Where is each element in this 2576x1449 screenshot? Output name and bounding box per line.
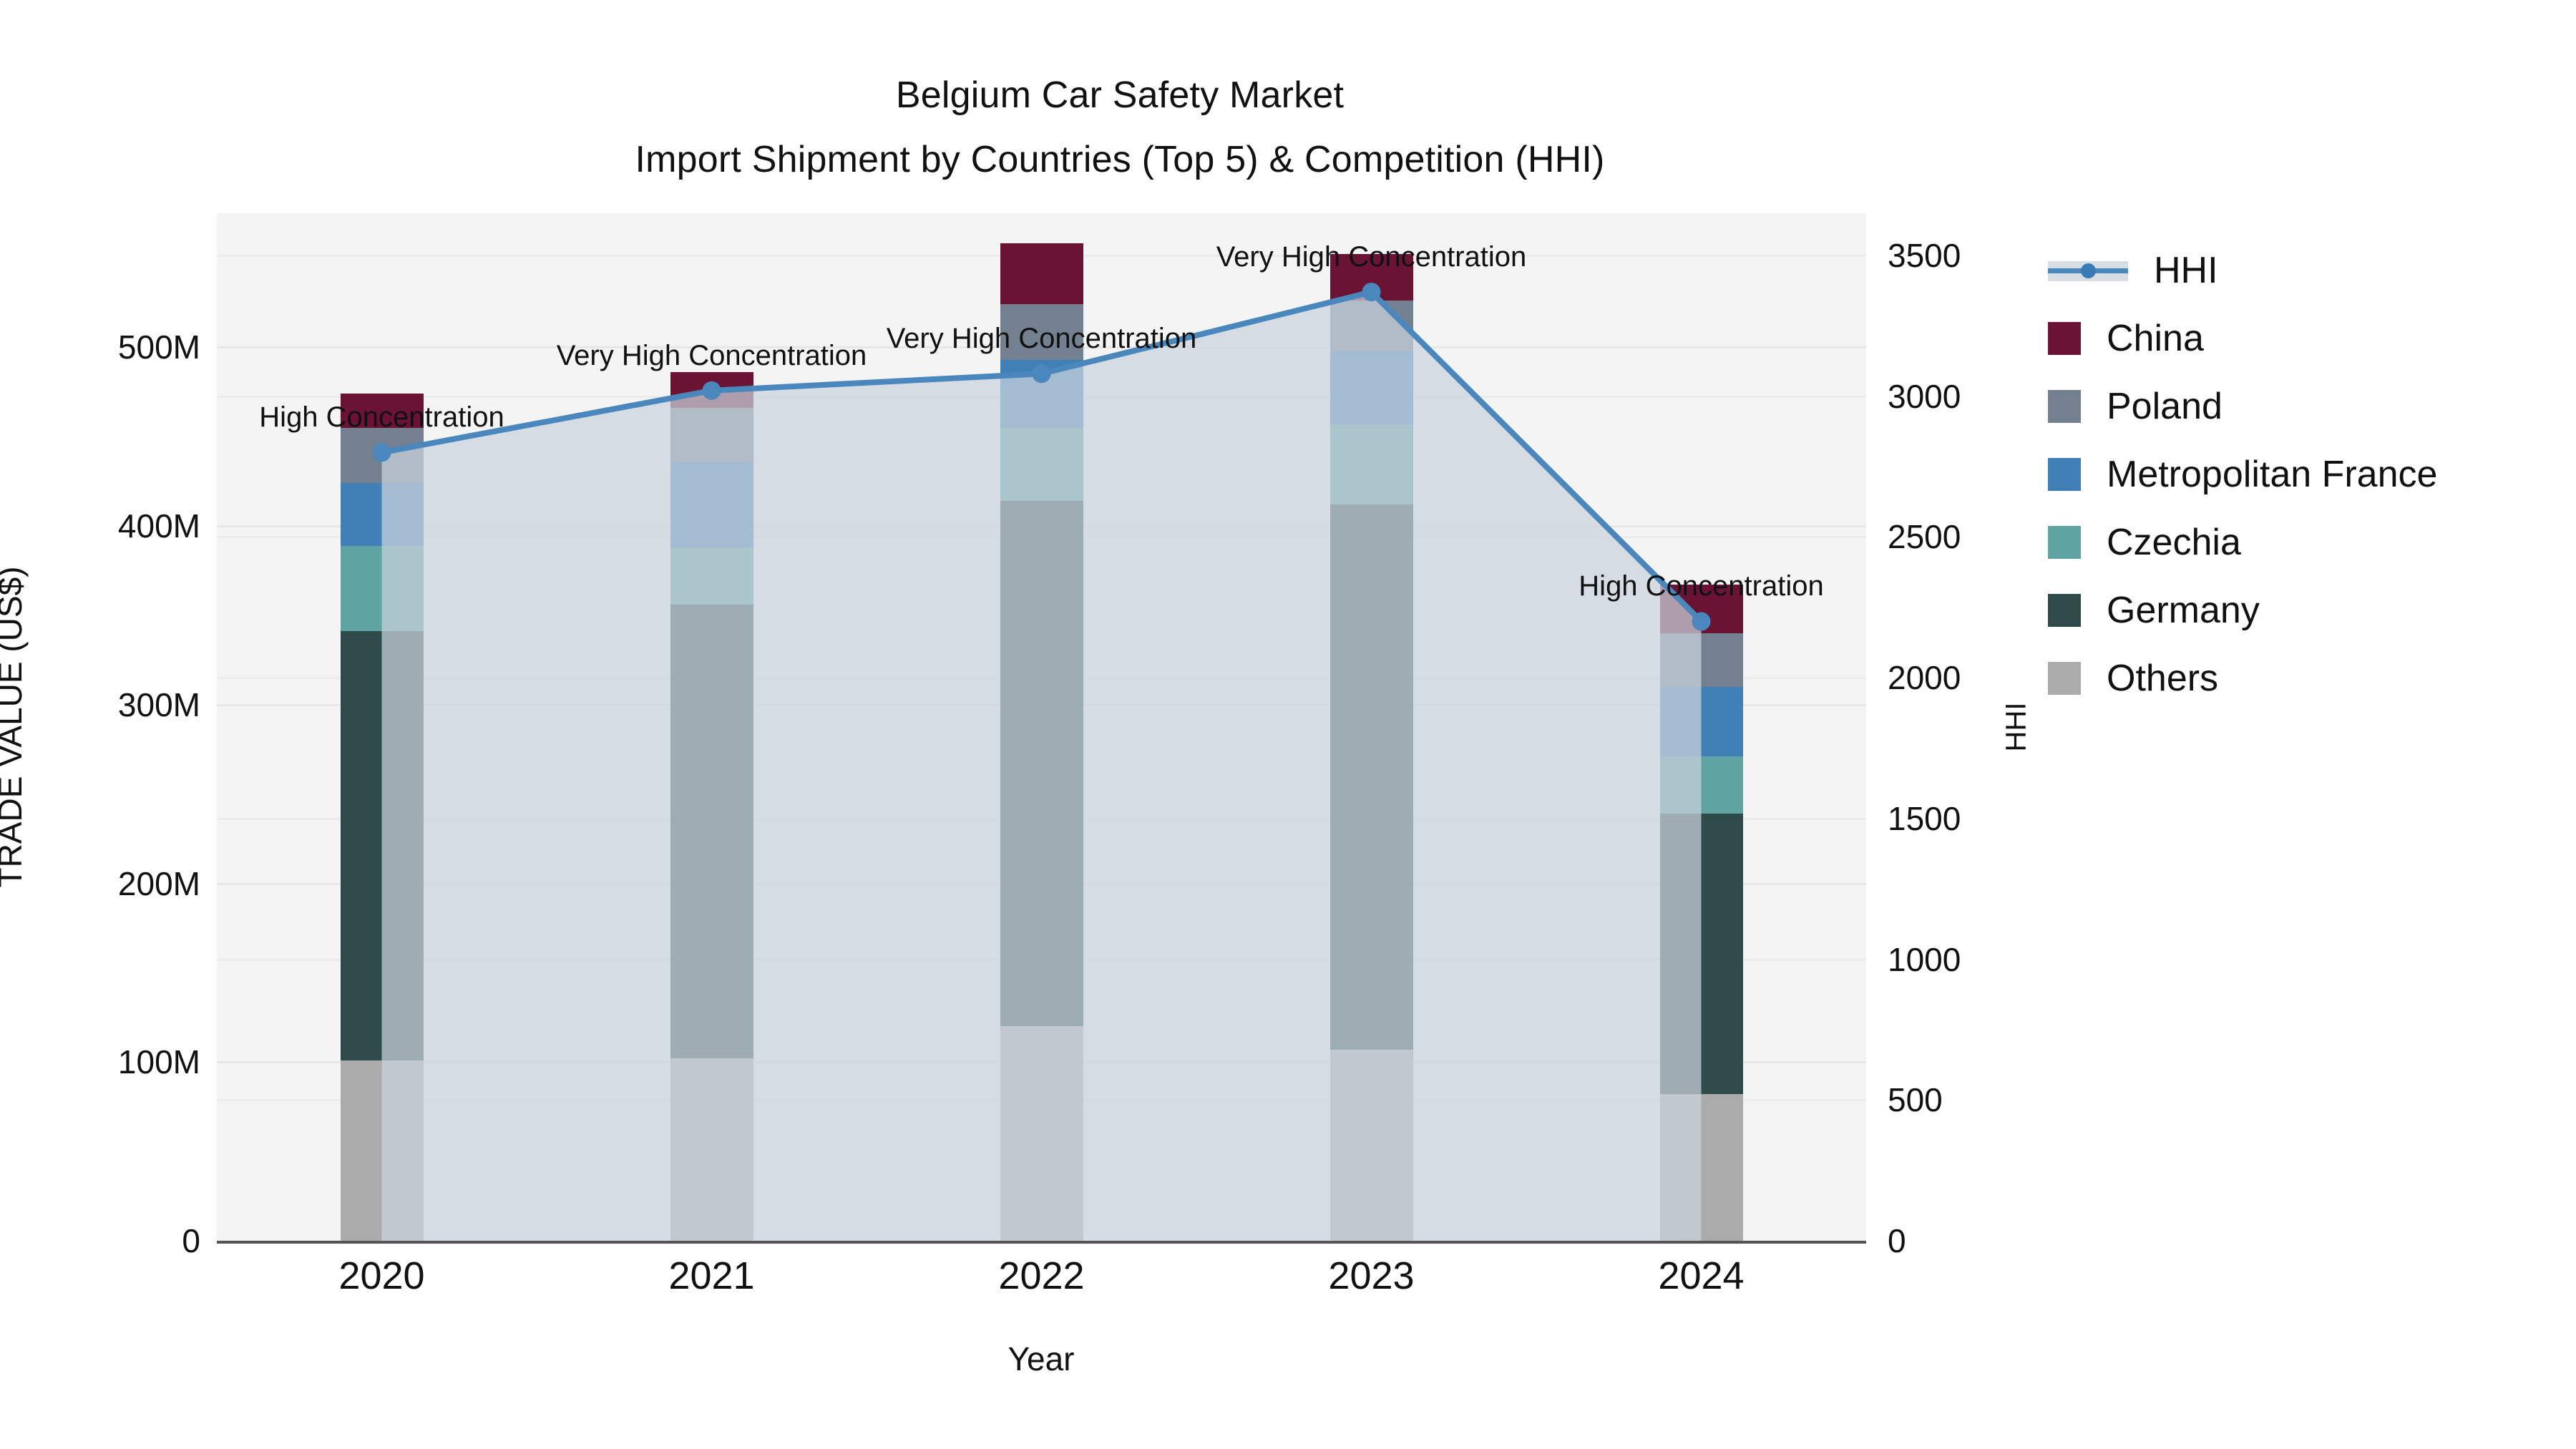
bar-segment-poland[interactable] — [340, 427, 424, 484]
y-tick-right: 1500 — [1888, 799, 1961, 837]
chart-title: Belgium Car Safety Market — [895, 74, 1345, 116]
legend-line-marker — [2081, 263, 2096, 278]
bar-segment-metropolitan-france[interactable] — [670, 462, 753, 548]
bar-segment-germany[interactable] — [340, 631, 424, 1060]
x-tick-2023: 2023 — [1328, 1254, 1415, 1297]
bar-stack[interactable] — [340, 394, 424, 1241]
bar-segment-czechia[interactable] — [1000, 427, 1083, 502]
legend-item-hhi[interactable]: HHI — [2048, 236, 2437, 304]
legend: HHI China Poland Metropolitan France Czechia… — [2048, 236, 2437, 712]
legend-label: Poland — [2107, 385, 2223, 427]
x-tick-2022: 2022 — [998, 1254, 1085, 1297]
y-tick-left: 100M — [117, 1043, 200, 1081]
bar-segment-others[interactable] — [340, 1060, 424, 1241]
x-tick-2024: 2024 — [1658, 1254, 1745, 1297]
chart-subtitle: Import Shipment by Countries (Top 5) & C… — [635, 139, 1605, 180]
legend-item-czechia[interactable]: Czechia — [2048, 508, 2437, 576]
bar-segment-czechia[interactable] — [1659, 756, 1743, 814]
y-tick-right: 2000 — [1888, 659, 1961, 697]
bar-segment-metropolitan-france[interactable] — [1000, 359, 1083, 428]
bar-segment-metropolitan-france[interactable] — [1330, 351, 1413, 424]
bar-segment-others[interactable] — [670, 1058, 753, 1241]
bar-segment-czechia[interactable] — [1330, 424, 1413, 505]
legend-item-metropolitan-france[interactable]: Metropolitan France — [2048, 440, 2437, 508]
legend-item-poland[interactable]: Poland — [2048, 372, 2437, 440]
y-tick-left: 0 — [182, 1222, 200, 1259]
annotation-label: High Concentration — [1579, 570, 1824, 602]
y-tick-right: 0 — [1888, 1222, 1906, 1259]
y-tick-right: 2500 — [1888, 518, 1961, 556]
legend-swatch — [2048, 389, 2081, 423]
y-axis-right-label: HHI — [2000, 702, 2032, 752]
legend-line-icon — [2048, 254, 2128, 287]
chart-title-block: Belgium Car Safety Market Import Shipmen… — [0, 63, 2240, 192]
legend-swatch — [2048, 457, 2081, 491]
bar-segment-china[interactable] — [1000, 243, 1083, 305]
y-tick-right: 500 — [1888, 1081, 1943, 1119]
bar-segment-others[interactable] — [1330, 1049, 1413, 1241]
bar-segment-czechia[interactable] — [340, 545, 424, 632]
x-axis-line — [217, 1241, 1866, 1244]
bar-segment-czechia[interactable] — [670, 547, 753, 605]
bar-segment-germany[interactable] — [1659, 814, 1743, 1095]
bar-segment-germany[interactable] — [1330, 504, 1413, 1050]
bar-stack[interactable] — [1000, 243, 1083, 1241]
legend-label: Germany — [2107, 589, 2260, 631]
y-tick-left: 400M — [117, 507, 200, 545]
bar-stack[interactable] — [1659, 585, 1743, 1241]
y-tick-left: 300M — [117, 686, 200, 723]
legend-label: Czechia — [2107, 521, 2241, 563]
x-tick-2021: 2021 — [668, 1254, 755, 1297]
y-tick-right: 3000 — [1888, 377, 1961, 415]
bar-segment-poland[interactable] — [1659, 633, 1743, 687]
y-tick-right: 3500 — [1888, 237, 1961, 274]
legend-swatch — [2048, 525, 2081, 559]
legend-swatch — [2048, 661, 2081, 695]
legend-swatch — [2048, 321, 2081, 355]
bar-segment-metropolitan-france[interactable] — [1659, 686, 1743, 757]
bar-segment-germany[interactable] — [670, 604, 753, 1059]
legend-item-china[interactable]: China — [2048, 304, 2437, 372]
annotation-label: Very High Concentration — [556, 339, 867, 371]
y-tick-right: 1000 — [1888, 940, 1961, 978]
annotation-label: High Concentration — [259, 401, 504, 434]
bar-segment-china[interactable] — [670, 372, 753, 409]
annotation-label: Very High Concentration — [1216, 241, 1527, 273]
bar-segment-others[interactable] — [1659, 1094, 1743, 1241]
bar-segment-metropolitan-france[interactable] — [340, 483, 424, 546]
legend-label: Metropolitan France — [2107, 453, 2438, 495]
legend-swatch — [2048, 593, 2081, 627]
legend-label: China — [2107, 317, 2204, 359]
bar-segment-others[interactable] — [1000, 1026, 1083, 1241]
annotation-label: Very High Concentration — [886, 323, 1197, 355]
legend-item-germany[interactable]: Germany — [2048, 576, 2437, 644]
legend-label: HHI — [2154, 249, 2218, 291]
bar-segment-germany[interactable] — [1000, 501, 1083, 1027]
x-tick-2020: 2020 — [338, 1254, 425, 1297]
bar-segment-poland[interactable] — [1330, 301, 1413, 351]
legend-label: Others — [2107, 657, 2219, 699]
legend-item-others[interactable]: Others — [2048, 644, 2437, 712]
y-axis-left-label: TRADE VALUE (US$) — [0, 566, 29, 888]
x-axis-label: Year — [1008, 1340, 1075, 1377]
y-tick-left: 500M — [117, 328, 200, 366]
bar-segment-poland[interactable] — [670, 408, 753, 462]
plot-area — [217, 213, 1866, 1242]
bar-stack[interactable] — [1330, 254, 1413, 1241]
bar-stack[interactable] — [670, 372, 753, 1241]
y-tick-left: 200M — [117, 864, 200, 902]
